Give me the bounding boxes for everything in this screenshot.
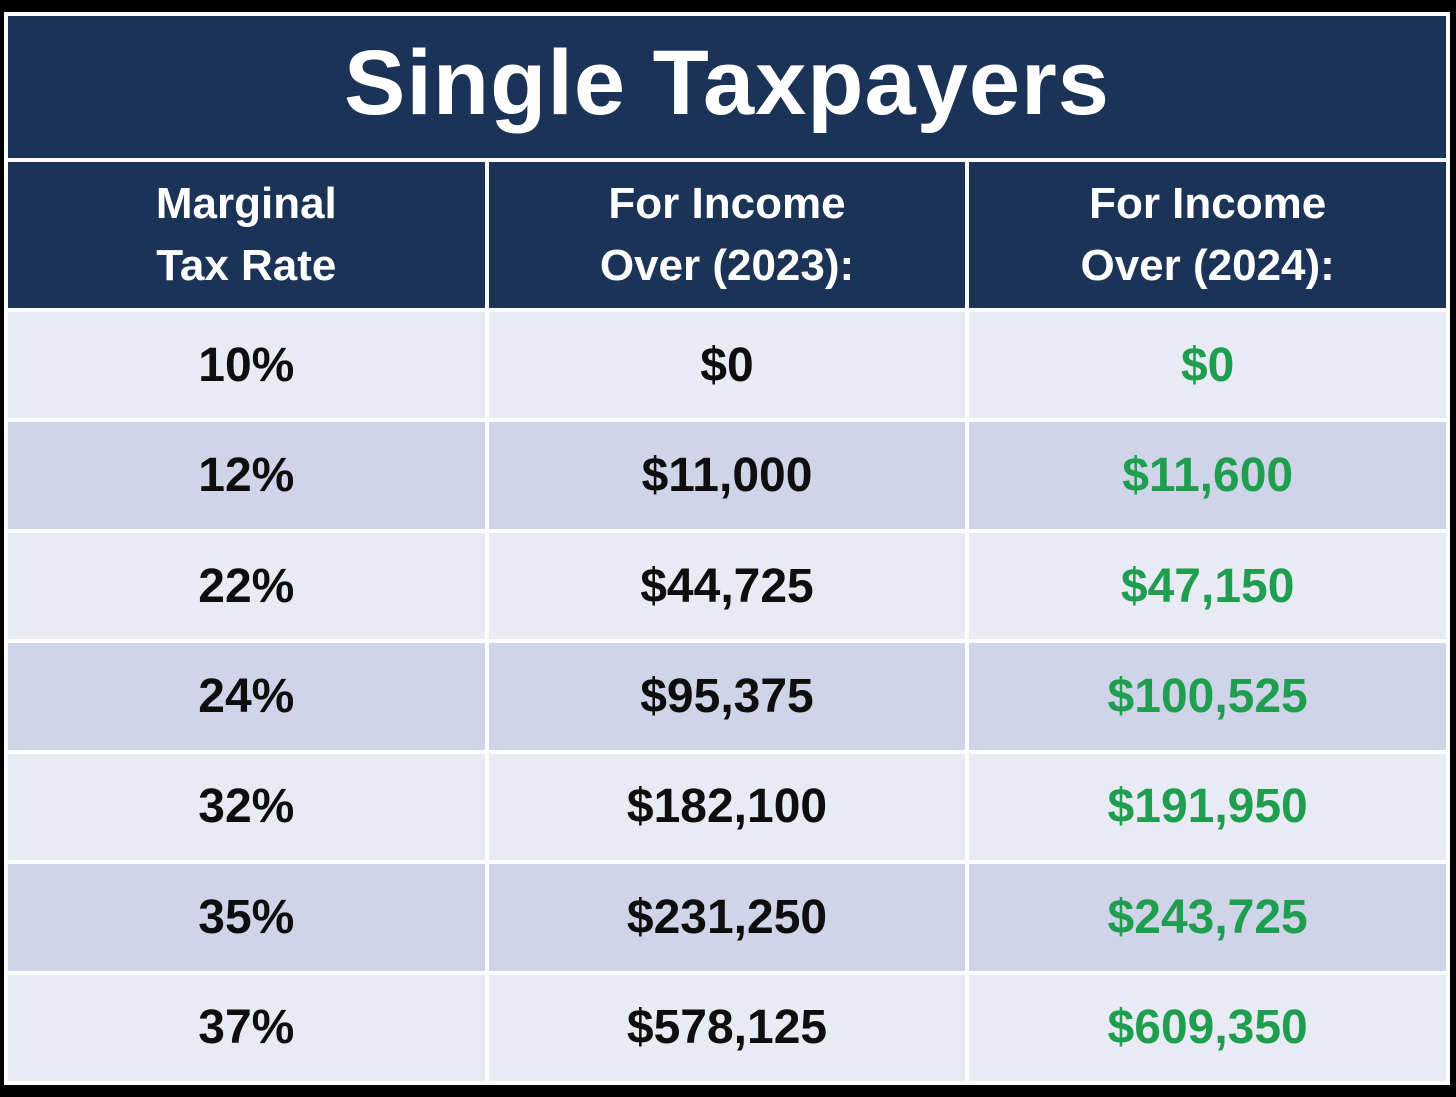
income-2024-cell: $609,350 [969, 974, 1446, 1081]
income-2024-cell: $47,150 [969, 532, 1446, 640]
header-line: Tax Rate [156, 241, 337, 290]
income-2023-cell: $95,375 [488, 643, 966, 750]
table-row: 22% $44,725 $47,150 [8, 532, 1446, 640]
rate-cell: 32% [8, 753, 485, 861]
income-2023-cell: $11,000 [488, 422, 966, 529]
rate-cell: 24% [8, 643, 485, 750]
table-body: 10% $0 $0 12% $11,000 $11,600 22% $44,72… [8, 312, 1446, 1081]
header-line: Marginal [155, 178, 337, 228]
table-row: 37% $578,125 $609,350 [8, 974, 1446, 1081]
income-2023-cell: $44,725 [488, 532, 966, 640]
rate-cell: 22% [8, 532, 485, 640]
table-row: 12% $11,000 $11,600 [8, 422, 1446, 529]
rate-cell: 10% [8, 312, 485, 419]
table-row: 32% $182,100 $191,950 [8, 753, 1446, 861]
header-line: Over (2023): [599, 241, 855, 290]
table-row: 24% $95,375 $100,525 [8, 643, 1446, 750]
rate-cell: 35% [8, 864, 485, 971]
income-2024-cell: $191,950 [969, 753, 1446, 861]
header-income-2023: For Income Over (2023): [488, 162, 966, 308]
income-2023-cell: $578,125 [488, 974, 966, 1081]
income-2023-cell: $0 [488, 312, 966, 419]
table-title: Single Taxpayers [344, 32, 1110, 134]
income-2024-cell: $11,600 [969, 422, 1446, 529]
header-line: Over (2024): [1080, 241, 1335, 290]
table-header-row: Marginal Tax Rate For Income Over (2023)… [8, 162, 1446, 308]
table-row: 10% $0 $0 [8, 312, 1446, 419]
income-2024-cell: $100,525 [969, 643, 1446, 750]
table-title-bar: Single Taxpayers [8, 16, 1446, 158]
header-income-2024: For Income Over (2024): [969, 162, 1446, 308]
income-2023-cell: $182,100 [488, 753, 966, 861]
header-marginal-tax-rate: Marginal Tax Rate [8, 162, 485, 308]
rate-cell: 37% [8, 974, 485, 1081]
header-line: For Income [608, 178, 846, 228]
table-row: 35% $231,250 $243,725 [8, 864, 1446, 971]
tax-table: Single Taxpayers Marginal Tax Rate For I… [4, 12, 1450, 1085]
header-line: For Income [1089, 178, 1327, 228]
rate-cell: 12% [8, 422, 485, 529]
income-2024-cell: $243,725 [969, 864, 1446, 971]
income-2024-cell: $0 [969, 312, 1446, 419]
income-2023-cell: $231,250 [488, 864, 966, 971]
